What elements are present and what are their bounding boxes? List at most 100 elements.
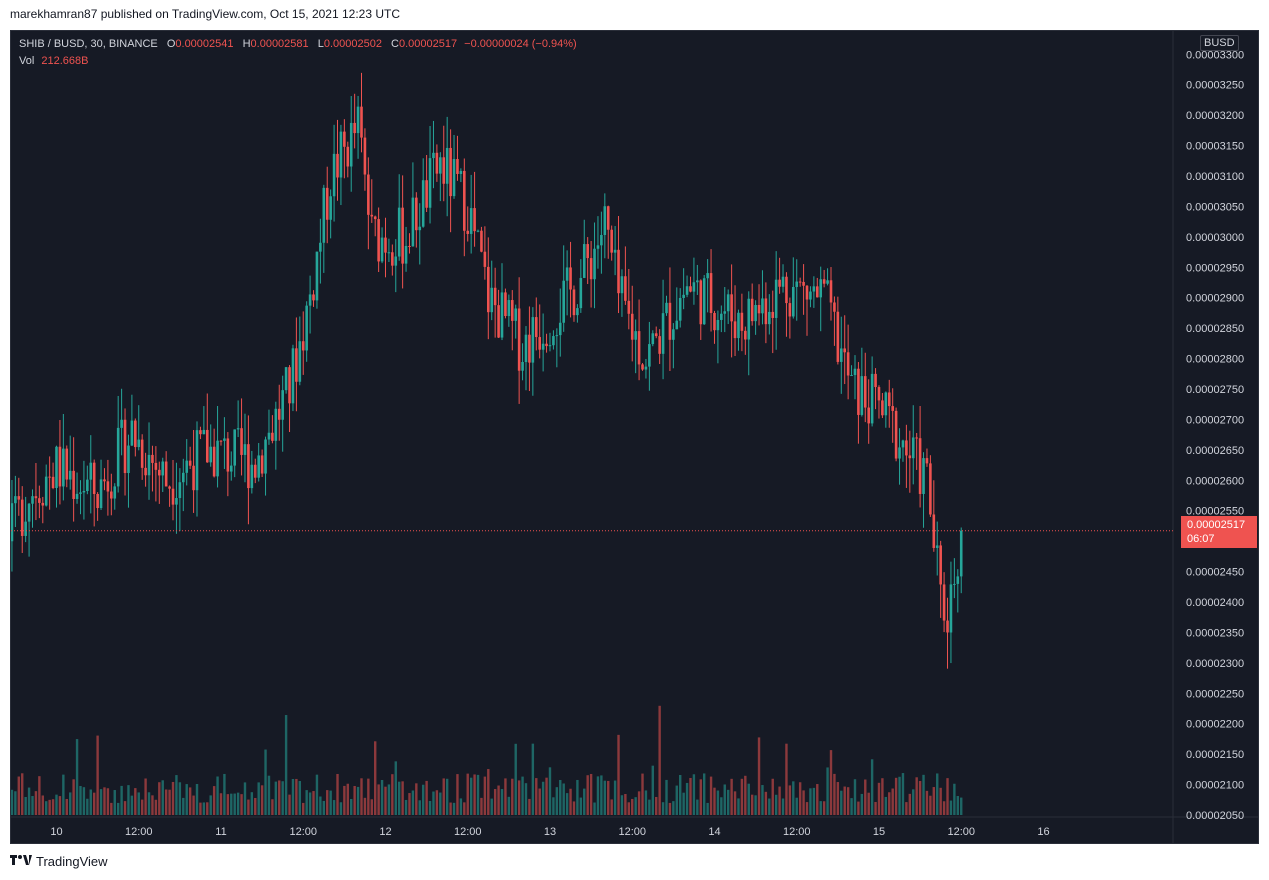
volume-bar [134,788,137,815]
candle-body [644,366,648,370]
y-tick-label: 0.00003150 [1186,141,1244,153]
candle-body [946,620,949,633]
candle-body [123,419,127,474]
volume-bar [298,781,302,815]
candle-body [288,367,291,404]
candlestick-chart[interactable]: 0.00003300 0.00003250 0.00003200 0.00003150… [11,31,1258,843]
volume-bar [233,793,236,815]
volume-bar [514,743,517,815]
volume-bar [936,773,939,815]
candle-body [260,455,264,474]
volume-bar [226,794,230,815]
candle-body [658,336,661,354]
symbol-label[interactable]: SHIB / BUSD, 30, BINANCE [19,38,158,50]
candle-body [651,333,655,345]
volume-bar [230,793,233,815]
candle-body [178,482,182,499]
candle-body [586,244,589,259]
candle-body [620,276,624,294]
candle-body [884,392,888,416]
candle-body [339,131,343,178]
volume-bar [206,802,209,815]
volume-bar [870,759,874,815]
candle-body [788,303,792,317]
volume-bar [79,785,82,815]
chart-panel[interactable]: 0.00003300 0.00003250 0.00003200 0.00003150… [10,30,1259,844]
candle-body [253,464,257,478]
y-tick-label: 0.00002150 [1186,749,1244,761]
candle-body [233,429,236,466]
y-tick-label: 0.00002300 [1186,658,1244,670]
volume-bar [764,791,768,815]
volume-bar [329,790,332,815]
volume-bar [932,787,936,815]
candle-body [747,298,751,340]
candle-body [346,146,350,167]
volume-bar [326,790,329,815]
volume-bar [58,796,62,815]
y-tick-label: 0.00003300 [1186,49,1244,61]
volume-bar [192,795,195,815]
volume-bar [439,792,442,815]
y-tick-label: 0.00002700 [1186,414,1244,426]
volume-label[interactable]: Vol [19,55,35,67]
candle-body [17,496,21,500]
change-value: −0.00000024 (−0.94%) [464,38,577,50]
volume-bar [476,774,480,815]
volume-bar [339,802,343,815]
candle-body [51,476,55,488]
volume-bar [819,801,822,815]
volume-bar [144,778,147,815]
volume-bar [404,799,408,815]
volume-bar [168,789,171,815]
candle-body [603,206,607,235]
volume-bar [785,743,788,815]
candle-body [267,432,271,440]
volume-bar [874,801,877,815]
volume-bar [713,787,716,815]
high-label: H [242,38,251,50]
candle-body [521,362,524,371]
x-tick-label: 15 [873,826,885,838]
volume-bar [723,784,726,815]
volume-bar [631,798,634,815]
volume-bar [706,802,709,815]
volume-bar [236,792,240,815]
candle-body [322,187,326,243]
candle-body [744,330,747,340]
volume-bar [500,789,504,815]
candle-body [223,438,226,441]
volume-bar [668,802,672,815]
candle-body [226,438,230,472]
volume-bar [123,801,127,815]
volume-bar [802,790,805,815]
volume-bar [912,789,915,815]
candle-body [524,334,528,363]
footer-brand[interactable]: TradingView [10,854,108,869]
candle-body [648,344,651,367]
candle-body [308,294,312,306]
y-tick-label: 0.00002850 [1186,323,1244,335]
candle-body [476,230,480,232]
candle-body [733,321,737,339]
candle-body [291,348,295,404]
candle-body [397,207,401,257]
currency-badge[interactable]: BUSD [1200,35,1239,51]
volume-bar [240,794,243,815]
candle-body [562,280,565,323]
candle-body [486,266,490,313]
candle-body [466,230,470,234]
volume-bar [696,799,699,815]
candle-body [857,368,860,415]
volume-bar [768,798,771,815]
candle-body [113,486,117,499]
volume-bar [627,802,631,815]
candle-body [284,367,288,391]
candle-body [531,317,535,363]
candle-body [792,286,795,317]
volume-bar [421,784,425,815]
candle-body [264,439,267,474]
volume-bar [250,792,254,815]
candle-body [250,464,254,489]
candle-body [726,294,730,312]
